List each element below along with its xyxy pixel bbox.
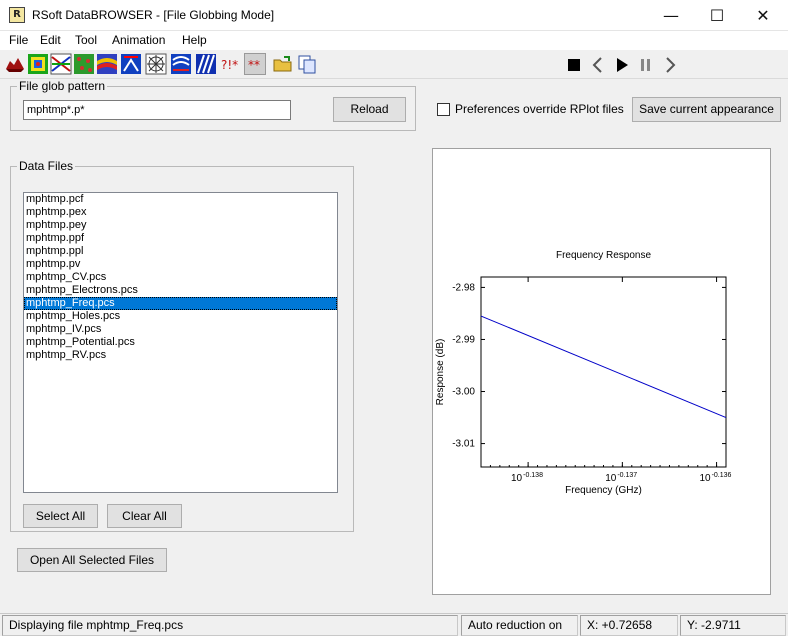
- save-appearance-button[interactable]: Save current appearance: [632, 97, 781, 122]
- window-title: RSoft DataBROWSER - [File Globbing Mode]: [32, 8, 275, 22]
- app-icon: R: [9, 7, 25, 23]
- cross-section-icon[interactable]: [50, 53, 72, 75]
- surface-icon[interactable]: [96, 53, 118, 75]
- y-tick-label: -3.00: [452, 387, 475, 398]
- clear-all-button[interactable]: Clear All: [107, 504, 182, 528]
- clear-all-button-label: Clear All: [122, 509, 167, 523]
- x-axis-label: Frequency (GHz): [565, 485, 642, 496]
- close-button[interactable]: ✕: [756, 6, 770, 25]
- glob-group-label: File glob pattern: [17, 79, 108, 93]
- marker-icon[interactable]: **: [244, 53, 266, 75]
- file-list-item[interactable]: mphtmp.pv: [26, 258, 81, 270]
- status-y-readout: Y: -2.9711: [680, 615, 786, 636]
- glob-group: File glob pattern: [10, 79, 416, 131]
- play-icon[interactable]: [612, 55, 632, 75]
- data-files-group-label: Data Files: [17, 159, 76, 173]
- prev-icon[interactable]: [588, 55, 608, 75]
- select-all-button[interactable]: Select All: [23, 504, 98, 528]
- file-list-item[interactable]: mphtmp_Freq.pcs: [24, 297, 337, 310]
- query-icon-label: ?!*: [221, 58, 238, 72]
- menu-animation[interactable]: Animation: [112, 33, 166, 47]
- file-list-item[interactable]: mphtmp_Electrons.pcs: [26, 284, 138, 296]
- contour-icon[interactable]: [27, 53, 49, 75]
- save-appearance-button-label: Save current appearance: [639, 102, 774, 116]
- file-list-item[interactable]: mphtmp.ppl: [26, 245, 84, 257]
- field-icon[interactable]: [170, 53, 192, 75]
- axis-icon[interactable]: [120, 53, 142, 75]
- x-tick-label-exponent: -0.137: [617, 472, 637, 479]
- copy-icon[interactable]: [296, 53, 318, 75]
- marker-icon-label: **: [248, 58, 260, 72]
- x-tick-label-base: 10: [699, 473, 711, 484]
- reload-button[interactable]: Reload: [333, 97, 406, 122]
- menu-bar: File Edit Tool Animation Help: [0, 31, 788, 50]
- vector-icon[interactable]: [195, 53, 217, 75]
- next-icon[interactable]: [660, 55, 680, 75]
- frequency-response-chart: Frequency Response -2.98 -2.99 -3.00 -3.01 10…: [435, 250, 732, 496]
- stop-icon[interactable]: [564, 55, 584, 75]
- open-all-selected-button[interactable]: Open All Selected Files: [17, 548, 167, 572]
- data-files-list[interactable]: mphtmp.pcf mphtmp.pex mphtmp.pey mphtmp.ppf…: [23, 192, 338, 493]
- pause-icon[interactable]: [636, 55, 656, 75]
- y-tick-label: -2.98: [452, 282, 475, 293]
- file-list-item[interactable]: mphtmp.pcf: [26, 193, 84, 205]
- title-bar: R RSoft DataBROWSER - [File Globbing Mod…: [0, 0, 788, 31]
- plot-type-icon[interactable]: [4, 53, 26, 75]
- glob-pattern-input[interactable]: [23, 100, 291, 120]
- minimize-button[interactable]: —: [663, 6, 679, 25]
- select-all-button-label: Select All: [35, 509, 86, 523]
- menu-help[interactable]: Help: [182, 33, 207, 47]
- x-tick-label-base: 10: [511, 473, 523, 484]
- open-all-selected-button-label: Open All Selected Files: [29, 553, 155, 567]
- data-files-group: Data Files: [10, 159, 354, 532]
- x-tick-label-base: 10: [605, 473, 617, 484]
- status-x-readout: X: +0.72658: [580, 615, 678, 636]
- file-list-item[interactable]: mphtmp_IV.pcs: [26, 323, 102, 335]
- status-message: Displaying file mphtmp_Freq.pcs: [2, 615, 458, 636]
- preferences-override-label: Preferences override RPlot files: [455, 102, 624, 116]
- menu-tool[interactable]: Tool: [75, 33, 98, 47]
- menu-file[interactable]: File: [9, 33, 29, 47]
- reload-button-label: Reload: [350, 102, 389, 116]
- polar-icon[interactable]: [145, 53, 167, 75]
- status-bar: Displaying file mphtmp_Freq.pcs Auto red…: [0, 613, 788, 636]
- file-list-item[interactable]: mphtmp_RV.pcs: [26, 349, 107, 361]
- file-list-item[interactable]: mphtmp_CV.pcs: [26, 271, 107, 283]
- series-line: [480, 315, 727, 419]
- file-list-item[interactable]: mphtmp_Potential.pcs: [26, 336, 135, 348]
- file-list-item[interactable]: mphtmp.pey: [26, 219, 87, 231]
- y-axis-label: Response (dB): [435, 339, 446, 406]
- x-tick-label-exponent: -0.138: [523, 472, 543, 479]
- plot-area-frame: [480, 276, 727, 468]
- status-reduction: Auto reduction on: [461, 615, 578, 636]
- chart-title: Frequency Response: [556, 250, 651, 261]
- maximize-button[interactable]: ☐: [709, 6, 725, 25]
- plot-panel[interactable]: Frequency Response -2.98 -2.99 -3.00 -3.01 10…: [432, 148, 771, 595]
- file-list-item[interactable]: mphtmp.ppf: [26, 232, 85, 244]
- y-tick-label: -3.01: [452, 439, 475, 450]
- menu-edit[interactable]: Edit: [40, 33, 61, 47]
- query-icon[interactable]: ?!*: [220, 53, 242, 75]
- grid-map-icon[interactable]: [73, 53, 95, 75]
- open-folder-icon[interactable]: [272, 53, 294, 75]
- file-list-item[interactable]: mphtmp.pex: [26, 206, 87, 218]
- preferences-override-checkbox[interactable]: [437, 103, 450, 116]
- y-tick-label: -2.99: [452, 334, 475, 345]
- file-list-item[interactable]: mphtmp_Holes.pcs: [26, 310, 121, 322]
- toolbar: ?!* **: [0, 51, 788, 79]
- x-tick-label-exponent: -0.136: [712, 472, 732, 479]
